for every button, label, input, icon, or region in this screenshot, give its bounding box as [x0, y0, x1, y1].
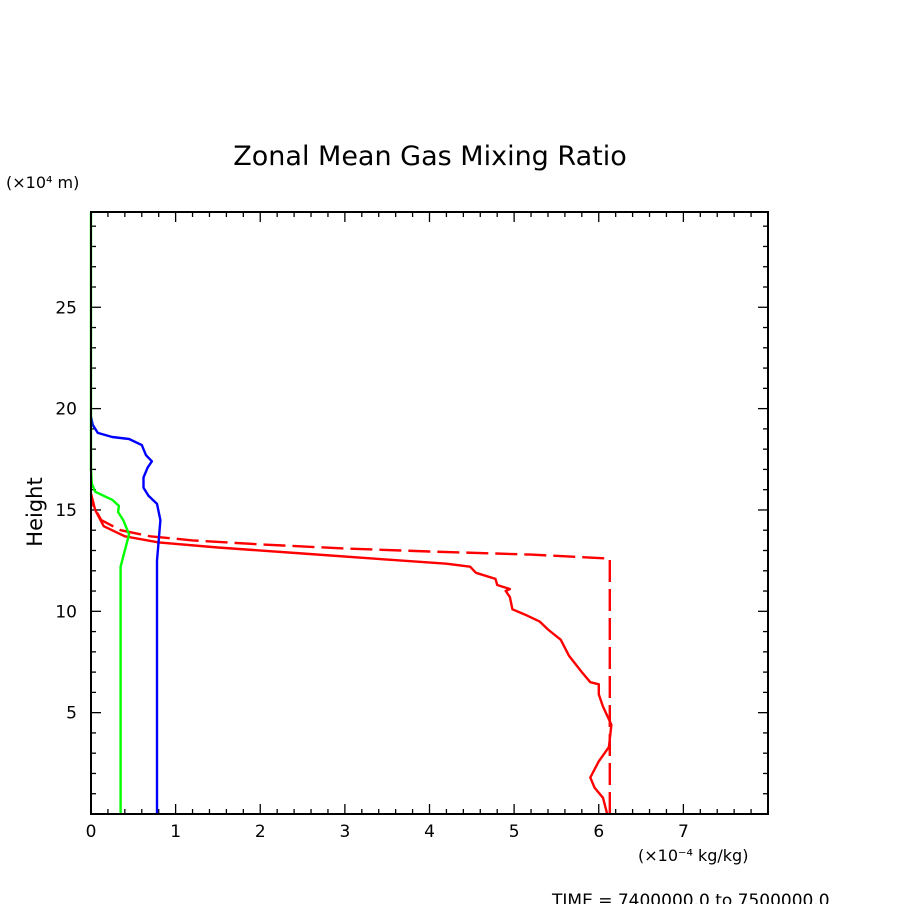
series-line-0	[89, 493, 611, 814]
chart-title: Zonal Mean Gas Mixing Ratio	[233, 141, 626, 172]
x-tick-label: 6	[593, 822, 604, 842]
x-tick-label: 4	[424, 822, 435, 842]
series-line-2	[89, 416, 162, 814]
axis-ticks	[90, 212, 769, 815]
y-tick-label: 15	[55, 501, 77, 521]
y-tick-label: 25	[55, 298, 77, 318]
series-line-3	[89, 212, 131, 814]
data-series	[89, 212, 613, 815]
x-tick-label: 0	[86, 822, 97, 842]
y-tick-label: 10	[55, 602, 77, 622]
series-line-1	[89, 493, 613, 815]
x-tick-label: 7	[678, 822, 689, 842]
y-tick-label: 20	[55, 400, 77, 420]
plot-frame	[90, 211, 769, 815]
time-footer: TIME = 7400000.0 to 7500000.0	[551, 891, 830, 904]
y-axis-label: Height	[23, 477, 47, 546]
y-tick-label: 5	[66, 704, 77, 724]
x-tick-label: 3	[339, 822, 350, 842]
y-unit-label: (×10⁴ m)	[6, 173, 79, 192]
x-tick-label: 5	[509, 822, 520, 842]
x-tick-label: 2	[255, 822, 266, 842]
x-unit-label: (×10⁻⁴ kg/kg)	[638, 846, 748, 865]
axis-tick-labels: 0 1 2 3 4 5 6 7 5 10 15 20 25	[55, 298, 688, 842]
x-tick-label: 1	[170, 822, 181, 842]
